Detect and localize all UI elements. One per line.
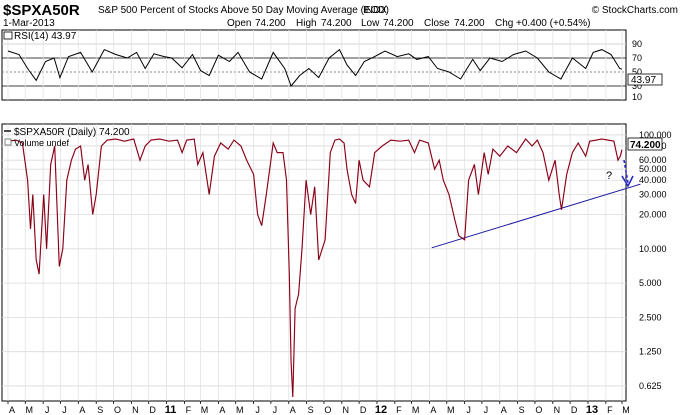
rsi-panel: RSI(14) 43.97 90 70 50 30 10 43.97 bbox=[1, 29, 663, 102]
x-month-label: J bbox=[273, 405, 278, 415]
price-horizontal-grid bbox=[2, 134, 626, 387]
x-month-label: M bbox=[412, 405, 420, 415]
x-month-label: M bbox=[447, 405, 455, 415]
close-label: Close bbox=[424, 18, 450, 29]
low-value: 74.200 bbox=[383, 18, 414, 29]
price-tick-label: 5.000 bbox=[639, 278, 662, 288]
symbol-title: $SPXA50R bbox=[3, 2, 80, 19]
chart-description: S&P 500 Percent of Stocks Above 50 Day M… bbox=[98, 5, 389, 16]
x-month-label: S bbox=[97, 405, 103, 415]
x-month-label: A bbox=[79, 405, 85, 415]
rsi-current-value: 43.97 bbox=[631, 75, 656, 86]
x-month-label: J bbox=[466, 405, 471, 415]
price-tick-label: 2.500 bbox=[639, 312, 662, 322]
price-tick-label: 1.250 bbox=[639, 347, 662, 357]
x-axis: A M J J A S O N D 11 F M A M J J A S O N D 12 F M A M J J A S O N D 13 F M bbox=[7, 401, 630, 415]
arrow-shaft bbox=[623, 159, 629, 184]
x-month-label: M bbox=[26, 405, 34, 415]
rsi-legend-swatch bbox=[3, 31, 13, 40]
x-month-label: D bbox=[149, 405, 156, 415]
x-month-label: N bbox=[554, 405, 561, 415]
rsi-tick-90: 90 bbox=[632, 39, 642, 49]
x-month-label: A bbox=[501, 405, 507, 415]
x-month-label: 13 bbox=[586, 404, 598, 415]
price-panel: $SPXA50R (Daily) 74.200 Volume undef 100… bbox=[1, 123, 672, 402]
date-label: 1-Mar-2013 bbox=[3, 18, 55, 29]
x-month-label: M bbox=[236, 405, 244, 415]
price-legend: $SPXA50R (Daily) 74.200 bbox=[14, 127, 130, 138]
x-month-label: A bbox=[219, 405, 225, 415]
price-vertical-grid bbox=[7, 124, 623, 401]
x-month-label: 11 bbox=[165, 404, 177, 415]
price-line-dark-segments bbox=[7, 138, 623, 398]
high-value: 74.200 bbox=[321, 18, 352, 29]
chg-value: +0.400 (+0.54%) bbox=[516, 18, 591, 29]
x-month-label: D bbox=[360, 405, 367, 415]
x-month-label: N bbox=[132, 405, 139, 415]
down-arrow-annotation bbox=[621, 159, 634, 188]
x-month-label: F bbox=[396, 405, 402, 415]
price-current-value: 74.200 bbox=[630, 140, 661, 151]
x-month-label: F bbox=[186, 405, 192, 415]
low-label: Low bbox=[361, 18, 380, 29]
high-label: High bbox=[296, 18, 317, 29]
x-month-label: M bbox=[201, 405, 209, 415]
price-tick-label: 10.000 bbox=[639, 244, 667, 254]
price-tick-label: 40.000 bbox=[639, 175, 667, 185]
price-tick-label: 0.625 bbox=[639, 381, 662, 391]
open-value: 74.200 bbox=[255, 18, 286, 29]
rsi-line bbox=[7, 48, 623, 87]
x-month-label: D bbox=[571, 405, 578, 415]
arrow-head-icon bbox=[621, 175, 634, 188]
rsi-tick-70: 70 bbox=[632, 53, 642, 63]
chg-label: Chg bbox=[495, 18, 513, 29]
price-axis-ticks: 100.00080.00060.00050.00040.00030.00020.… bbox=[639, 130, 672, 391]
close-value: 74.200 bbox=[454, 18, 485, 29]
watermark: © StockCharts.com bbox=[592, 5, 678, 16]
x-month-label: A bbox=[9, 405, 15, 415]
x-month-label: O bbox=[535, 405, 542, 415]
price-tick-label: 20.000 bbox=[639, 210, 667, 220]
rsi-legend: RSI(14) 43.97 bbox=[14, 31, 77, 42]
price-tick-label: 100.000 bbox=[639, 130, 672, 140]
x-month-label: A bbox=[290, 405, 296, 415]
x-month-label: A bbox=[430, 405, 436, 415]
x-month-label: N bbox=[343, 405, 350, 415]
x-month-label: J bbox=[62, 405, 67, 415]
rsi-value-box bbox=[627, 73, 663, 86]
x-month-label: O bbox=[324, 405, 331, 415]
rsi-panel-frame bbox=[1, 29, 627, 101]
x-month-label: M bbox=[622, 405, 630, 415]
x-month-label: J bbox=[255, 405, 260, 415]
rsi-tick-50: 50 bbox=[632, 67, 642, 77]
price-panel-frame bbox=[1, 123, 627, 402]
x-month-label: S bbox=[519, 405, 525, 415]
price-tick-label: 30.000 bbox=[639, 189, 667, 199]
x-month-label: 12 bbox=[375, 404, 387, 415]
exchange-label: INDX bbox=[363, 5, 387, 16]
open-label: Open bbox=[227, 18, 251, 29]
x-month-label: J bbox=[484, 405, 489, 415]
x-month-label: S bbox=[308, 405, 314, 415]
x-month-label: F bbox=[607, 405, 613, 415]
x-month-label: J bbox=[45, 405, 50, 415]
price-tick-label: 50.000 bbox=[639, 164, 667, 174]
rsi-tick-30: 30 bbox=[632, 81, 642, 91]
support-trendline bbox=[431, 183, 641, 249]
question-annotation: ? bbox=[606, 170, 612, 182]
price-tick-label: 60.000 bbox=[639, 155, 667, 165]
x-month-label: O bbox=[114, 405, 121, 415]
volume-legend: Volume undef bbox=[14, 138, 70, 148]
price-value-box bbox=[627, 137, 663, 151]
volume-legend-swatch bbox=[4, 138, 12, 146]
rsi-tick-10: 10 bbox=[632, 92, 642, 102]
